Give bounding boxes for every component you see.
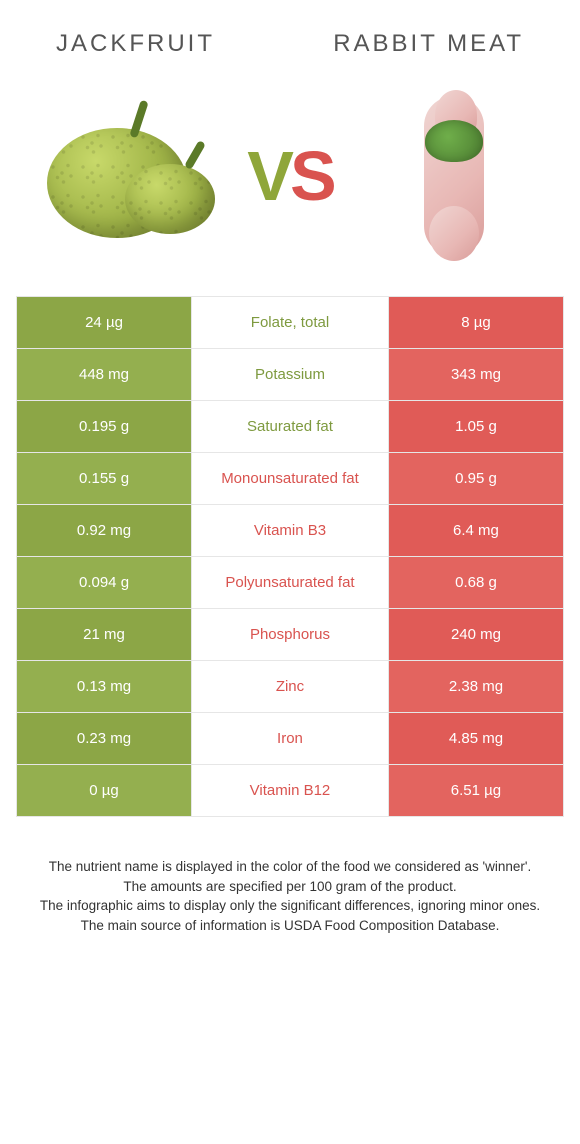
value-left: 0.92 mg [17, 505, 192, 557]
value-right: 0.95 g [388, 453, 563, 505]
table-row: 448 mgPotassium343 mg [17, 349, 564, 401]
nutrient-label: Phosphorus [192, 609, 389, 661]
value-left: 448 mg [17, 349, 192, 401]
nutrient-label: Saturated fat [192, 401, 389, 453]
title-right: Rabbit meat [333, 30, 524, 58]
footer-line-4: The main source of information is USDA F… [36, 916, 544, 936]
table-row: 0.155 gMonounsaturated fat0.95 g [17, 453, 564, 505]
value-right: 8 µg [388, 297, 563, 349]
table-row: 0.13 mgZinc2.38 mg [17, 661, 564, 713]
value-left: 0.155 g [17, 453, 192, 505]
table-row: 21 mgPhosphorus240 mg [17, 609, 564, 661]
table-row: 0.094 gPolyunsaturated fat0.68 g [17, 557, 564, 609]
nutrient-label: Vitamin B12 [192, 765, 389, 817]
nutrient-label: Folate, total [192, 297, 389, 349]
table-row: 0.23 mgIron4.85 mg [17, 713, 564, 765]
value-right: 0.68 g [388, 557, 563, 609]
table-row: 24 µgFolate, total8 µg [17, 297, 564, 349]
infographic-container: Jackfruit Rabbit meat VS 24 µgFolate, to… [0, 0, 580, 975]
nutrient-label: Iron [192, 713, 389, 765]
nutrient-label: Zinc [192, 661, 389, 713]
value-left: 0.13 mg [17, 661, 192, 713]
title-left: Jackfruit [56, 30, 215, 58]
nutrient-label: Monounsaturated fat [192, 453, 389, 505]
vs-v: V [247, 137, 290, 215]
nutrient-label: Vitamin B3 [192, 505, 389, 557]
nutrient-label: Potassium [192, 349, 389, 401]
vs-s: S [290, 137, 333, 215]
value-left: 24 µg [17, 297, 192, 349]
nutrient-label: Polyunsaturated fat [192, 557, 389, 609]
rabbit-image [354, 86, 554, 266]
value-left: 0.195 g [17, 401, 192, 453]
value-right: 6.51 µg [388, 765, 563, 817]
comparison-tbody: 24 µgFolate, total8 µg448 mgPotassium343… [17, 297, 564, 817]
table-row: 0.195 gSaturated fat1.05 g [17, 401, 564, 453]
vs-label: VS [247, 136, 332, 216]
table-row: 0.92 mgVitamin B36.4 mg [17, 505, 564, 557]
value-right: 343 mg [388, 349, 563, 401]
footer-line-1: The nutrient name is displayed in the co… [36, 857, 544, 877]
footer-notes: The nutrient name is displayed in the co… [16, 817, 564, 935]
value-left: 0.094 g [17, 557, 192, 609]
value-right: 240 mg [388, 609, 563, 661]
value-left: 0.23 mg [17, 713, 192, 765]
value-right: 4.85 mg [388, 713, 563, 765]
value-right: 2.38 mg [388, 661, 563, 713]
comparison-table: 24 µgFolate, total8 µg448 mgPotassium343… [16, 296, 564, 817]
value-left: 21 mg [17, 609, 192, 661]
footer-line-2: The amounts are specified per 100 gram o… [36, 877, 544, 897]
footer-line-3: The infographic aims to display only the… [36, 896, 544, 916]
jackfruit-image [26, 86, 226, 266]
title-row: Jackfruit Rabbit meat [16, 30, 564, 76]
value-right: 6.4 mg [388, 505, 563, 557]
value-left: 0 µg [17, 765, 192, 817]
value-right: 1.05 g [388, 401, 563, 453]
table-row: 0 µgVitamin B126.51 µg [17, 765, 564, 817]
hero-row: VS [16, 76, 564, 296]
